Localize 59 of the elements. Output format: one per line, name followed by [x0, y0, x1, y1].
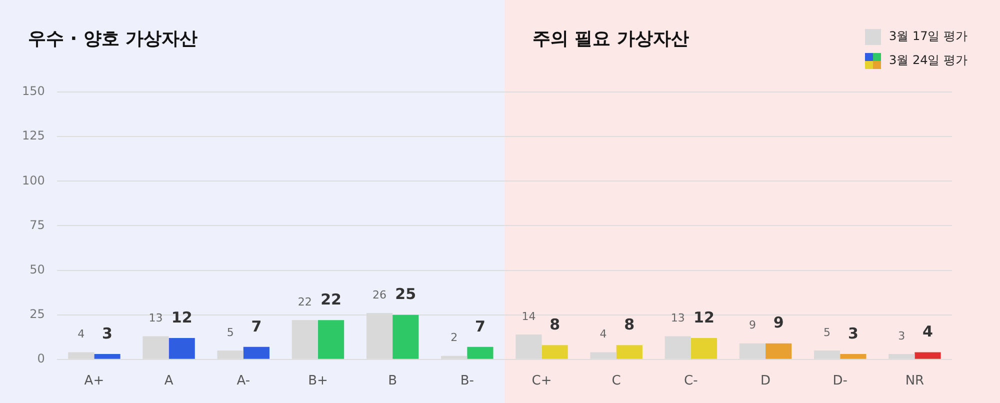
x-tick-label: C-	[684, 374, 698, 389]
y-tick-label: 125	[22, 128, 45, 143]
data-label: 26	[372, 288, 387, 302]
data-label: 9	[773, 314, 784, 332]
data-label: 5	[824, 326, 831, 339]
data-label: 2	[450, 331, 458, 344]
data-label: 3	[102, 324, 112, 342]
data-label: 7	[474, 317, 486, 336]
data-label: 14	[522, 310, 536, 323]
band-label: 주의 필요 가상자산	[532, 28, 689, 50]
y-tick-label: 0	[37, 352, 45, 366]
bar	[168, 338, 195, 359]
data-label: 8	[624, 316, 635, 334]
x-tick-label: NR	[905, 374, 924, 389]
data-label: 4	[600, 328, 607, 341]
data-label: 9	[748, 318, 756, 332]
data-label: 22	[320, 290, 342, 309]
x-tick-label: A	[164, 374, 174, 389]
data-label: 13	[148, 312, 163, 325]
data-label: 8	[550, 316, 560, 334]
bar	[467, 346, 494, 359]
data-label: 4	[922, 322, 933, 341]
bar	[690, 338, 718, 359]
x-tick-label: A+	[84, 374, 104, 389]
data-label: 3	[898, 329, 906, 342]
data-label: 3	[848, 324, 858, 342]
bar	[766, 343, 792, 359]
bar	[94, 354, 120, 359]
x-tick-label: D	[760, 374, 771, 389]
x-tick-label: B-	[460, 374, 474, 389]
band-label: 우수 · 양호 가상자산	[28, 28, 198, 50]
y-tick-label: 50	[30, 262, 45, 276]
data-label: 25	[395, 285, 416, 304]
data-label: 4	[78, 328, 85, 341]
legend-label: 3월 24일 평가	[889, 53, 968, 68]
y-tick-label: 150	[22, 84, 45, 98]
legend-label: 3월 17일 평가	[889, 29, 968, 44]
bar	[616, 345, 642, 359]
data-label: 13	[670, 312, 685, 325]
x-tick-label: B	[388, 374, 398, 389]
data-label: 5	[226, 326, 234, 339]
data-label: 12	[694, 308, 714, 326]
data-label: 7	[251, 317, 262, 336]
y-tick-label: 100	[22, 173, 45, 188]
data-label: 12	[171, 308, 192, 326]
bar	[840, 354, 866, 359]
bar	[542, 345, 568, 359]
bar	[243, 346, 270, 359]
bar	[318, 320, 344, 359]
bar	[392, 314, 419, 359]
y-tick-label: 25	[30, 306, 45, 321]
x-tick-label: D-	[832, 374, 848, 389]
y-tick-label: 75	[30, 218, 45, 232]
x-tick-label: C	[612, 374, 621, 389]
bar	[914, 352, 941, 359]
x-tick-label: C+	[532, 374, 552, 389]
x-tick-label: B+	[308, 374, 328, 389]
data-label: 22	[298, 296, 312, 309]
x-tick-label: A-	[236, 374, 250, 389]
